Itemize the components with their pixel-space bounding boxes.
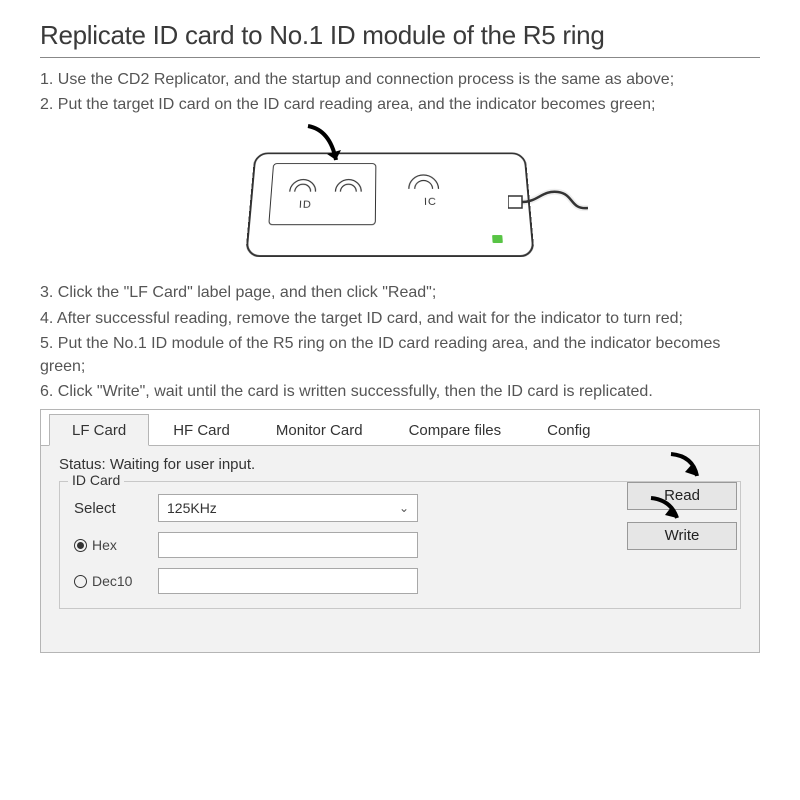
rfid-waves-icon xyxy=(331,177,365,196)
status-text: Status: Waiting for user input. xyxy=(59,456,741,473)
step-2: 2. Put the target ID card on the ID card… xyxy=(40,93,760,116)
tab-hf-card[interactable]: HF Card xyxy=(151,415,252,445)
usb-cable-icon xyxy=(508,182,588,222)
tab-monitor-card[interactable]: Monitor Card xyxy=(254,415,385,445)
application-window: LF Card HF Card Monitor Card Compare fil… xyxy=(40,409,760,653)
select-value: 125KHz xyxy=(167,500,217,516)
radio-dec10[interactable]: Dec10 xyxy=(74,573,144,589)
tab-bar: LF Card HF Card Monitor Card Compare fil… xyxy=(41,410,759,446)
write-button[interactable]: Write xyxy=(627,522,737,550)
radio-hex[interactable]: Hex xyxy=(74,537,144,553)
rfid-waves-icon xyxy=(404,171,444,193)
radio-dec10-label: Dec10 xyxy=(92,573,132,589)
tab-lf-card[interactable]: LF Card xyxy=(49,414,149,446)
tab-config[interactable]: Config xyxy=(525,415,612,445)
step-3: 3. Click the "LF Card" label page, and t… xyxy=(40,281,760,304)
frequency-select[interactable]: 125KHz ⌄ xyxy=(158,494,418,522)
step-4: 4. After successful reading, remove the … xyxy=(40,307,760,330)
radio-dot-icon xyxy=(74,575,87,588)
device-illustration: ID IC xyxy=(40,120,760,275)
step-1: 1. Use the CD2 Replicator, and the start… xyxy=(40,68,760,91)
group-legend: ID Card xyxy=(68,472,124,488)
dec10-input[interactable] xyxy=(158,568,418,594)
chevron-down-icon: ⌄ xyxy=(399,501,409,515)
select-label: Select xyxy=(74,500,144,517)
indicator-led xyxy=(492,235,503,243)
rfid-waves-icon xyxy=(286,177,321,196)
tab-compare-files[interactable]: Compare files xyxy=(387,415,524,445)
panel-label-ic: IC xyxy=(424,197,437,208)
step-5: 5. Put the No.1 ID module of the R5 ring… xyxy=(40,332,760,378)
panel-label-id: ID xyxy=(299,200,313,211)
step-6: 6. Click "Write", wait until the card is… xyxy=(40,380,760,403)
read-button[interactable]: Read xyxy=(627,482,737,510)
page-title: Replicate ID card to No.1 ID module of t… xyxy=(40,20,760,58)
hex-input[interactable] xyxy=(158,532,418,558)
radio-dot-icon xyxy=(74,539,87,552)
panel-body: Status: Waiting for user input. ID Card … xyxy=(41,446,759,619)
radio-hex-label: Hex xyxy=(92,537,117,553)
